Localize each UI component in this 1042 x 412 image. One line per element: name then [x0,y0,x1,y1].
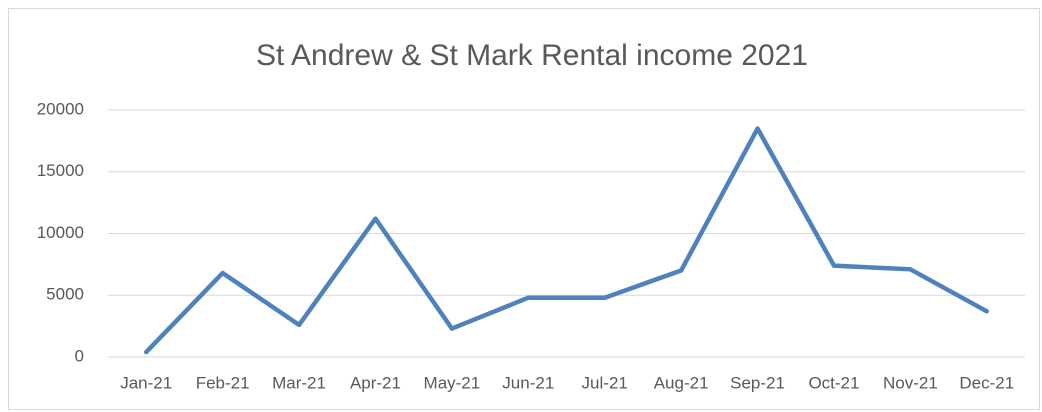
y-tick-label: 15000 [37,161,84,180]
y-tick-label: 20000 [37,99,84,118]
x-tick-label: Oct-21 [808,373,859,392]
y-tick-label: 10000 [37,223,84,242]
x-tick-label: Apr-21 [350,373,401,392]
x-tick-label: Sep-21 [730,373,785,392]
y-tick-label: 5000 [46,285,84,304]
x-tick-label: Jun-21 [502,373,554,392]
chart-title: St Andrew & St Mark Rental income 2021 [256,39,808,72]
x-tick-label: May-21 [424,373,481,392]
x-tick-label: Nov-21 [883,373,938,392]
x-tick-label: Jul-21 [582,373,628,392]
x-tick-label: Mar-21 [272,373,326,392]
data-line [143,126,990,355]
x-tick-label: Feb-21 [196,373,250,392]
chart-border [8,8,1040,410]
x-tick-label: Dec-21 [959,373,1014,392]
y-tick-label: 0 [75,346,84,365]
x-tick-label: Aug-21 [654,373,709,392]
x-tick-label: Jan-21 [120,373,172,392]
